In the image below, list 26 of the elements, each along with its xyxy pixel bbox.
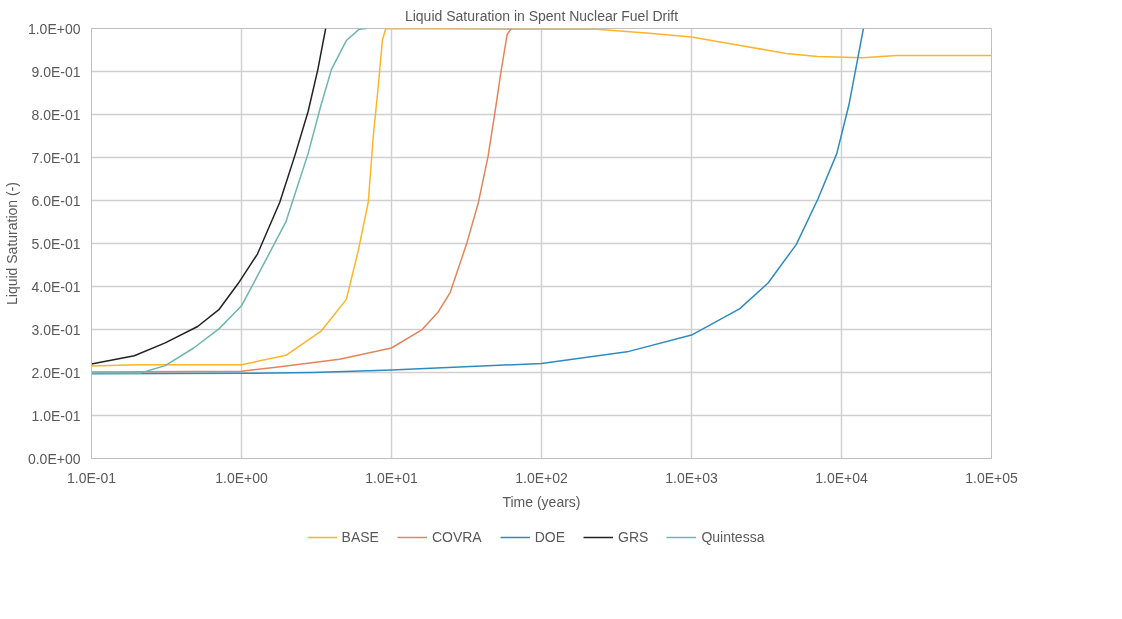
legend-label: GRS <box>618 529 649 545</box>
legend-label: Quintessa <box>701 529 765 545</box>
x-tick-label: 1.0E+04 <box>815 469 868 486</box>
y-tick-label: 7.0E-01 <box>31 149 81 166</box>
x-tick-label: 1.0E+01 <box>365 469 418 486</box>
x-axis-title: Time (years) <box>502 493 581 510</box>
y-tick-label: 3.0E-01 <box>31 321 81 338</box>
y-tick-label: 1.0E-01 <box>31 407 81 424</box>
x-tick-label: 1.0E-01 <box>66 469 117 486</box>
legend-label: BASE <box>341 529 379 545</box>
y-axis-title: Liquid Saturation (-) <box>3 182 20 305</box>
y-tick-label: 2.0E-01 <box>31 364 81 381</box>
legend-label: DOE <box>534 529 566 545</box>
y-tick-label: 0.0E+00 <box>27 450 81 467</box>
y-tick-label: 4.0E-01 <box>31 278 81 295</box>
x-tick-label: 1.0E+00 <box>215 469 268 486</box>
y-tick-label: 6.0E-01 <box>31 192 81 209</box>
x-tick-label: 1.0E+05 <box>965 469 1018 486</box>
y-tick-label: 9.0E-01 <box>31 63 81 80</box>
chart-title: Liquid Saturation in Spent Nuclear Fuel Drift <box>404 7 679 24</box>
x-tick-label: 1.0E+03 <box>665 469 718 486</box>
y-tick-label: 5.0E-01 <box>31 235 81 252</box>
legend-label: COVRA <box>431 529 482 545</box>
x-tick-label: 1.0E+02 <box>515 469 568 486</box>
y-tick-label: 1.0E+00 <box>27 20 81 37</box>
y-tick-label: 8.0E-01 <box>31 106 81 123</box>
